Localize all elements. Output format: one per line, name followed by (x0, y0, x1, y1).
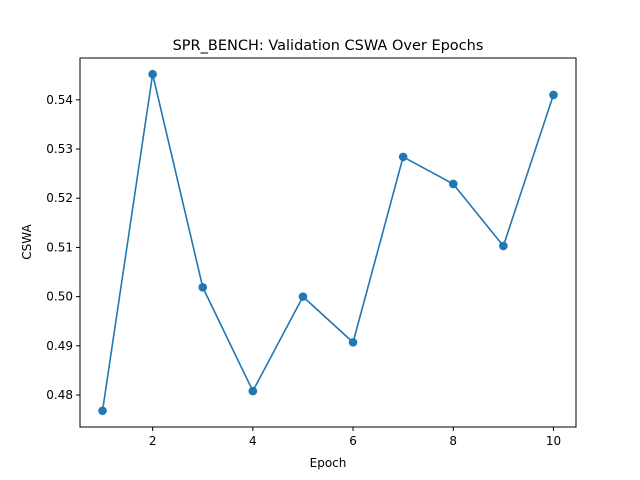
data-point (448, 179, 458, 189)
plot-area: 2 4 6 8 10 0.48 0.49 0.50 0.51 0.52 0.53 0.54 (46, 57, 577, 448)
data-point (198, 282, 208, 292)
plot-frame (79, 57, 577, 428)
data-point (549, 90, 558, 100)
y-tick-label: 0.51 (46, 240, 73, 254)
y-tick-label: 0.53 (46, 142, 73, 156)
y-tick-label: 0.54 (46, 93, 73, 107)
x-tick-label: 2 (149, 434, 157, 448)
data-point (298, 292, 308, 301)
x-tick-label: 4 (249, 434, 257, 448)
data-point (348, 338, 358, 347)
y-tick-label: 0.52 (46, 191, 73, 205)
x-tick-label: 8 (449, 434, 457, 448)
x-tick-label: 10 (546, 434, 561, 448)
y-axis-label: CSWA (20, 224, 34, 260)
y-tick-label: 0.50 (46, 290, 73, 304)
data-point (248, 386, 258, 396)
data-point (98, 406, 107, 416)
x-tick-label: 6 (349, 434, 357, 448)
data-point (398, 152, 408, 162)
data-point (499, 241, 508, 251)
y-tick-label: 0.49 (46, 339, 73, 353)
chart-title: SPR_BENCH: Validation CSWA Over Epochs (173, 38, 484, 54)
y-tick-label: 0.48 (46, 388, 73, 402)
data-point (148, 69, 157, 79)
x-axis-label: Epoch (310, 456, 347, 470)
series-line (101, 73, 555, 411)
